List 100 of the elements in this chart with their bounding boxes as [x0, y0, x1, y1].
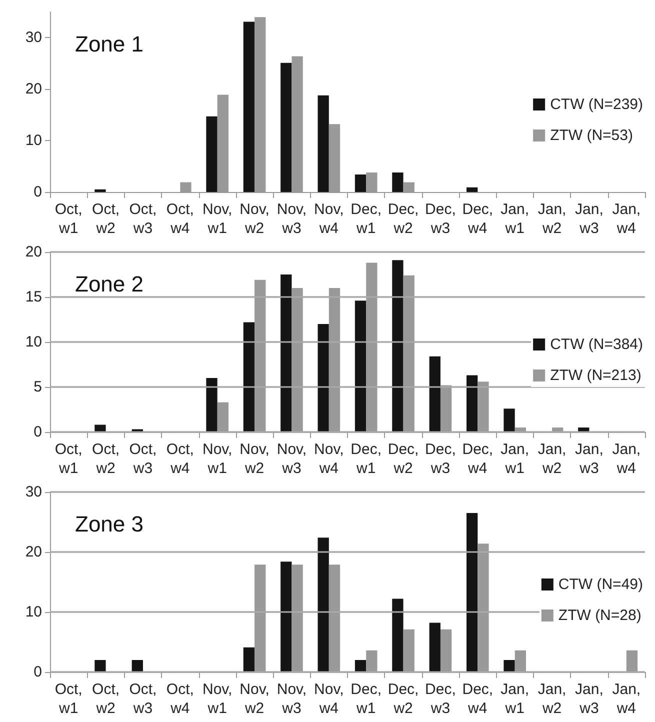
- bar: [504, 408, 515, 432]
- bar: [466, 513, 478, 672]
- x-tick-label: Nov, w1: [202, 681, 232, 717]
- bar: [429, 356, 440, 432]
- x-tick-label: Dec, w2: [388, 201, 419, 237]
- bar: [243, 22, 255, 192]
- bar: [429, 622, 440, 672]
- bar: [132, 660, 143, 672]
- x-tick-label: Dec, w3: [425, 441, 456, 477]
- x-tick-label: Dec, w3: [425, 681, 456, 717]
- x-tick-label: Nov, w2: [240, 441, 270, 477]
- x-tick-label: Oct, w4: [166, 681, 194, 717]
- x-tick-label: Oct, w3: [129, 201, 157, 237]
- x-tick-label: Oct, w1: [54, 441, 82, 477]
- x-tick-label: Oct, w2: [92, 441, 120, 477]
- bar: [243, 322, 255, 432]
- x-tick-label: Jan, w3: [575, 201, 604, 237]
- bar: [466, 187, 478, 192]
- text: Zone 1: [75, 32, 144, 56]
- legend-label: ZTW (N=53): [550, 127, 633, 144]
- x-tick-label: Oct, w4: [166, 441, 194, 477]
- legend-label: CTW (N=239): [550, 96, 644, 113]
- y-tick-label: 15: [25, 288, 42, 306]
- bar: [440, 629, 452, 672]
- y-tick-label: 0: [34, 664, 42, 680]
- x-tick-label: Dec, w4: [462, 441, 494, 477]
- bar: [354, 174, 366, 192]
- x-tick-label: Nov, w3: [276, 441, 307, 477]
- bar: [328, 564, 340, 672]
- bar: [354, 300, 366, 432]
- y-tick-label: 10: [25, 132, 42, 150]
- y-tick-label: 0: [34, 424, 42, 440]
- x-tick-label: Jan, w1: [500, 441, 530, 477]
- bar: [466, 375, 478, 432]
- x-tick-label: Jan, w2: [538, 681, 566, 717]
- legend-label: ZTW (N=28): [558, 607, 642, 624]
- legend-label: CTW (N=384): [550, 336, 644, 353]
- bar: [504, 660, 515, 672]
- bar: [478, 382, 489, 432]
- legend-label: ZTW (N=213): [550, 367, 642, 384]
- x-tick-label: Oct, w2: [92, 681, 120, 717]
- bar: [318, 324, 329, 432]
- bar: [366, 262, 378, 432]
- x-tick-label: Nov, w2: [240, 201, 270, 237]
- text: Zone 3: [75, 512, 144, 536]
- text: Zone 2: [75, 272, 144, 296]
- bar: [318, 538, 329, 672]
- bar: [392, 172, 404, 192]
- x-tick-label: Nov, w3: [276, 681, 307, 717]
- x-tick-label: Dec, w2: [388, 681, 419, 717]
- bar: [318, 95, 329, 192]
- bar: [243, 647, 255, 672]
- bar: [280, 62, 292, 192]
- x-tick-label: Oct, w1: [54, 681, 82, 717]
- x-tick-label: Jan, w4: [612, 201, 641, 237]
- y-tick-label: 30: [25, 29, 42, 46]
- x-tick-label: Jan, w3: [575, 441, 604, 477]
- bar: [292, 564, 303, 672]
- bar: [392, 260, 404, 432]
- x-tick-label: Dec, w3: [425, 201, 456, 237]
- x-tick-label: Dec, w1: [350, 681, 382, 717]
- x-tick-label: Nov, w4: [314, 681, 344, 717]
- bar: [217, 402, 228, 432]
- x-tick-label: Dec, w1: [350, 441, 382, 477]
- bar: [280, 562, 292, 672]
- x-tick-label: Jan, w4: [612, 441, 641, 477]
- y-tick-label: 0: [34, 184, 42, 200]
- bar: [392, 598, 404, 672]
- bar: [254, 280, 266, 432]
- x-tick-label: Dec, w4: [462, 681, 494, 717]
- x-tick-label: Oct, w3: [129, 681, 157, 717]
- y-tick-label: 5: [34, 378, 42, 396]
- bar: [292, 288, 303, 432]
- bar: [514, 650, 526, 672]
- x-tick-label: Dec, w2: [388, 441, 419, 477]
- bar: [403, 629, 414, 672]
- x-tick-label: Jan, w3: [575, 681, 604, 717]
- y-tick-label: 20: [25, 544, 42, 560]
- x-tick-label: Oct, w4: [166, 201, 194, 237]
- x-tick-label: Dec, w1: [350, 201, 382, 237]
- x-tick-label: Oct, w3: [129, 441, 157, 477]
- bar: [254, 564, 266, 672]
- x-tick-label: Nov, w1: [202, 441, 232, 477]
- bar: [280, 274, 292, 432]
- bar: [94, 660, 106, 672]
- y-tick-label: 10: [25, 334, 42, 350]
- bar: [206, 378, 218, 432]
- bar: [440, 385, 452, 432]
- bar: [94, 189, 106, 192]
- bar: [626, 650, 638, 672]
- x-tick-label: Jan, w2: [538, 441, 566, 477]
- bar: [366, 650, 378, 672]
- bar: [478, 544, 489, 672]
- x-tick-label: Nov, w4: [314, 441, 344, 477]
- x-tick-label: Jan, w2: [538, 201, 566, 237]
- x-tick-label: Dec, w4: [462, 201, 494, 237]
- bar: [206, 116, 218, 192]
- legend-label: CTW (N=49): [558, 576, 644, 593]
- x-tick-label: Jan, w1: [500, 681, 530, 717]
- x-tick-label: Nov, w3: [276, 201, 307, 237]
